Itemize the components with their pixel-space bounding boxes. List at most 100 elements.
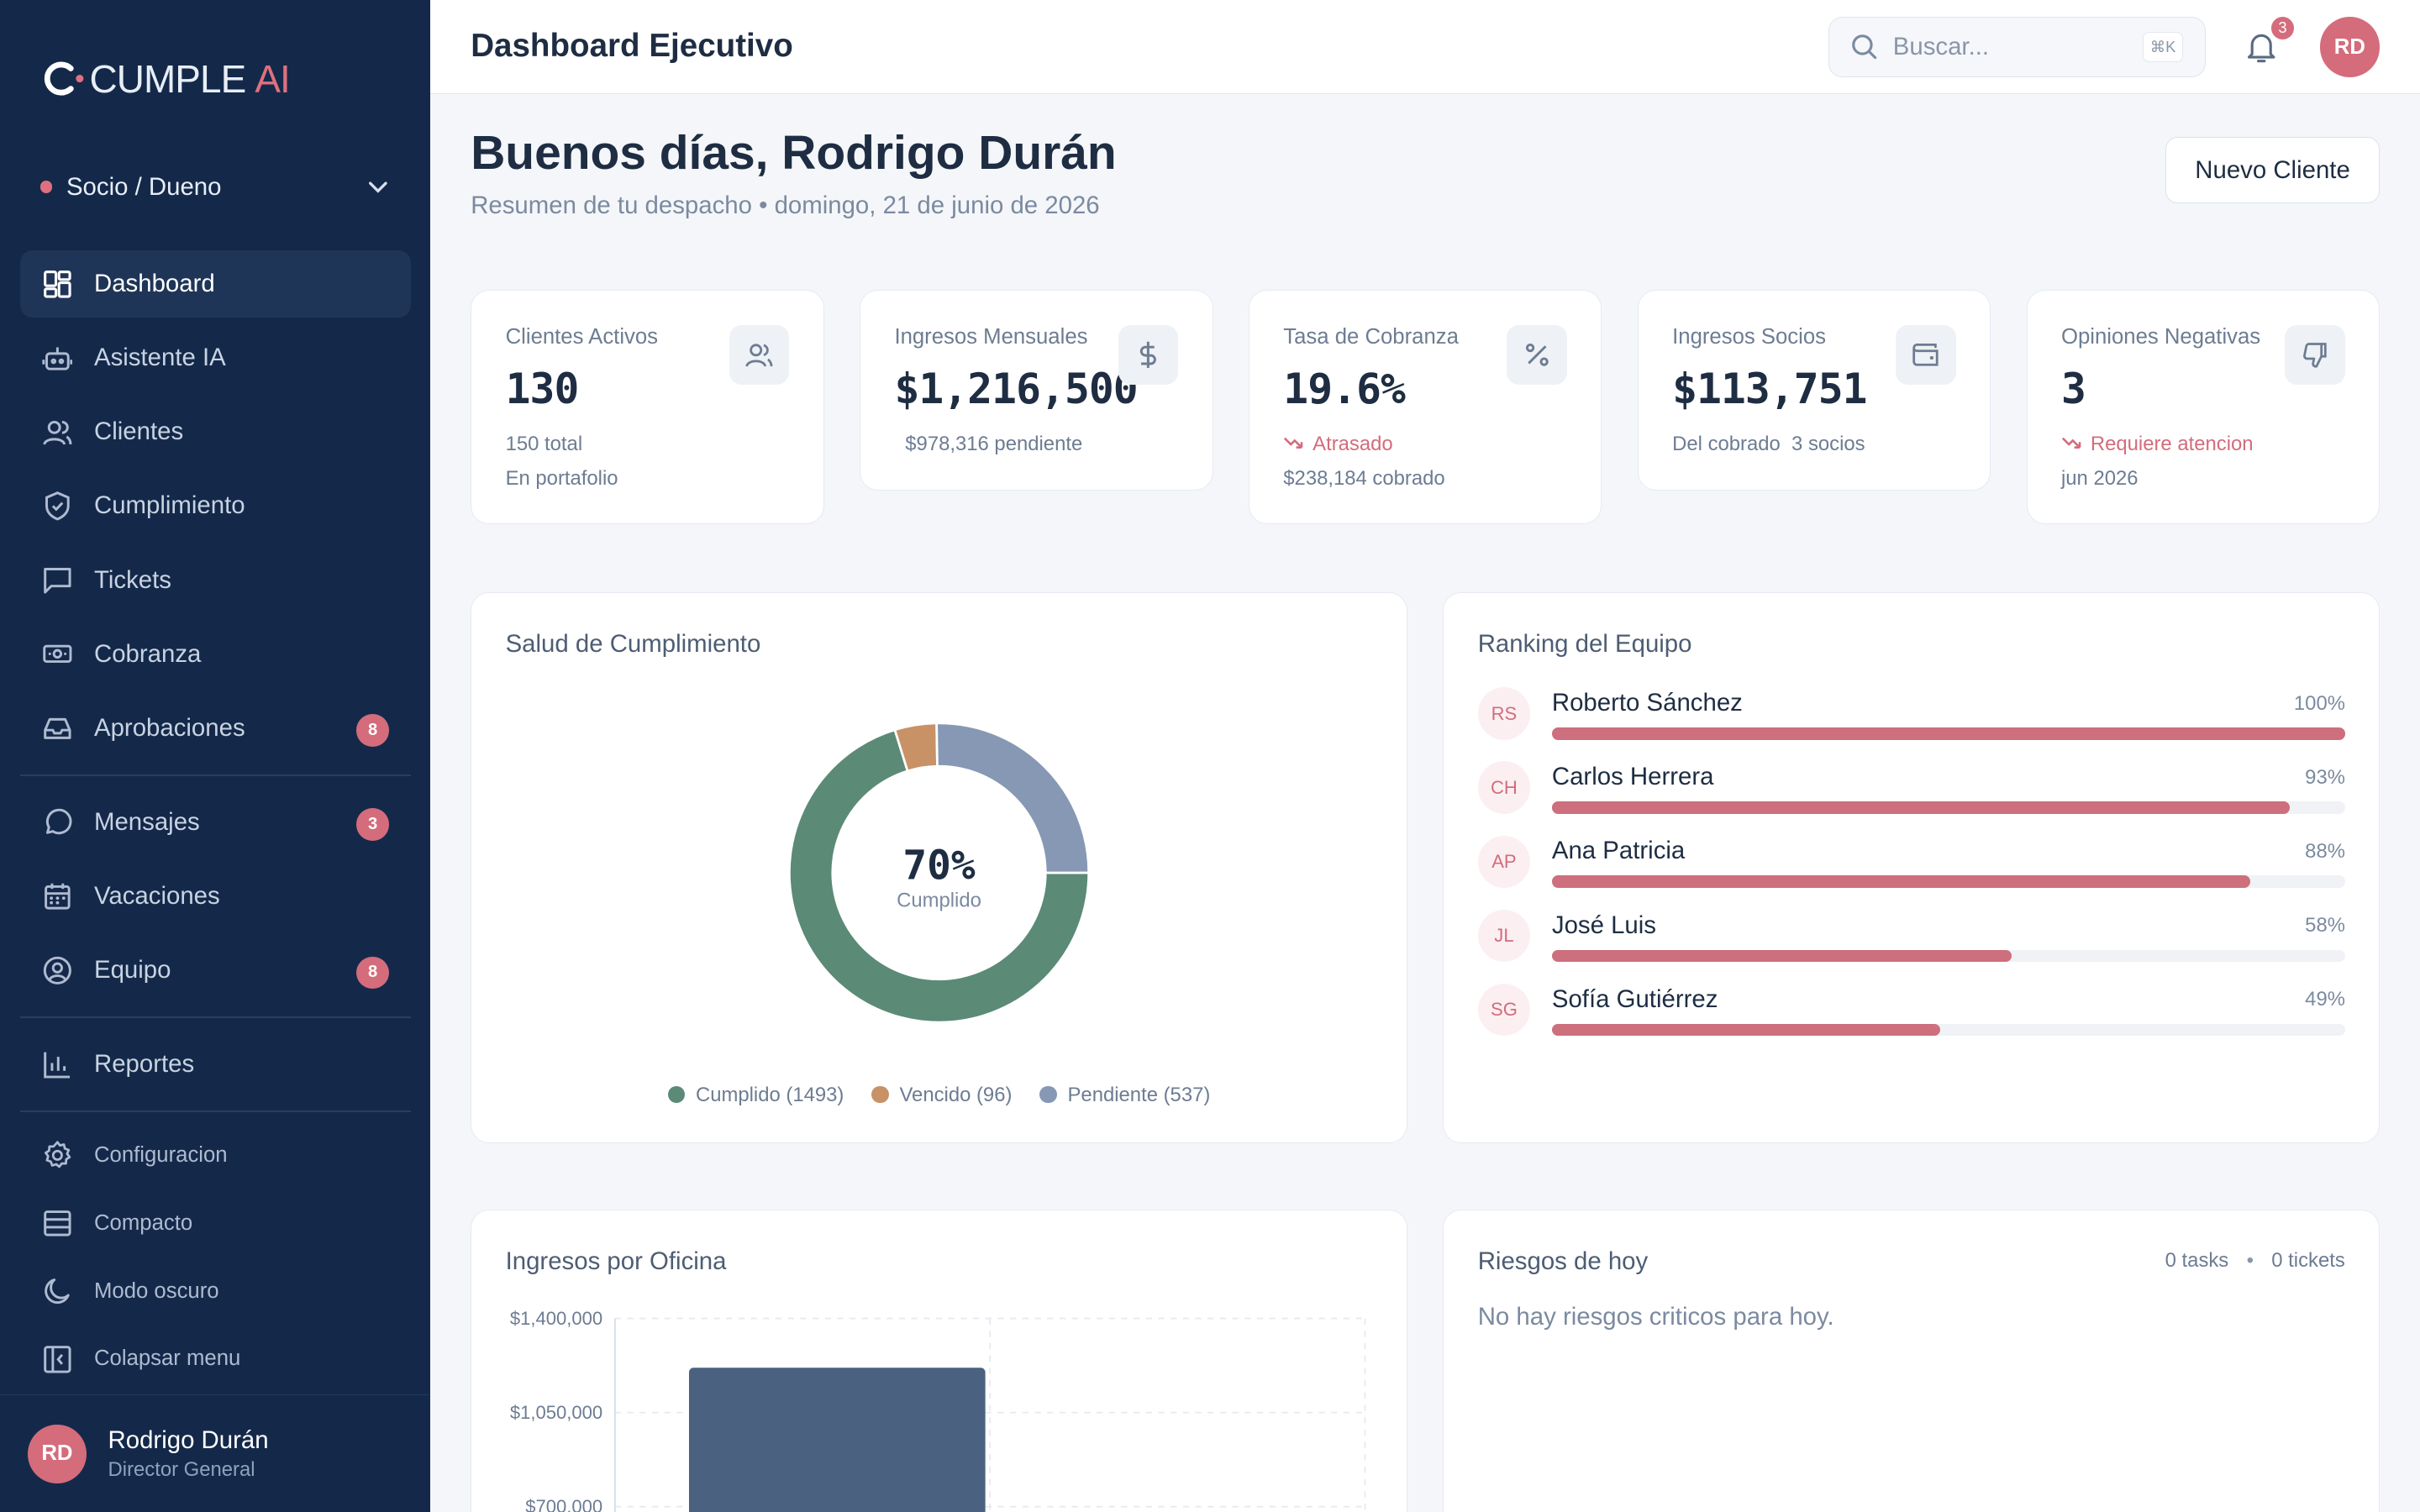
kpi-label: Opiniones Negativas [2060,324,2261,349]
percent-icon [1507,324,1568,386]
kpi-detail: jun 2026 [2060,466,2139,490]
avatar: AP [1477,835,1531,889]
ranking-row[interactable]: CH Carlos Herrera 93% [1477,761,2345,829]
kpi-detail: Del cobrado 3 socios [1672,433,1865,456]
bar-chart-icon [42,1049,73,1080]
sidebar-item-dashboard[interactable]: Dashboard [19,249,411,318]
progress-fill [1551,949,2012,963]
kpi-value: 130 [505,365,580,414]
logo[interactable]: CUMPLE AI [43,55,291,102]
thumbs-down-icon [2285,324,2345,386]
count-badge: 3 [356,808,389,841]
empty-state-text: No hay riesgos criticos para hoy. [1477,1303,1834,1331]
trending-down-icon [2061,437,2081,449]
progress-fill [1551,727,2345,740]
sidebar-item-label: Cobranza [94,639,202,668]
donut-slice-pendiente[interactable] [935,722,1091,874]
rows-icon [42,1208,73,1239]
chevron-down-icon [369,181,387,194]
sidebar-item-cumplimiento[interactable]: Cumplimiento [20,472,411,540]
risks-today-card: Riesgos de hoy 0 tasks • 0 tickets No ha… [1443,1209,2381,1512]
shield-check-icon [42,491,73,522]
sidebar-item-clientes[interactable]: Clientes [20,398,411,466]
sidebar-item-aprobaciones[interactable]: Aprobaciones 8 [20,694,411,762]
search-input[interactable]: Buscar... ⌘K [1828,17,2206,77]
bar[interactable] [689,1368,986,1512]
card-title: Salud de Cumplimiento [505,630,761,659]
search-placeholder: Buscar... [1892,33,1990,61]
kpi-card-opiniones-negativas[interactable]: Opiniones Negativas 3 Requiere atencion … [2026,290,2381,525]
sidebar-collapse-icon [42,1344,73,1375]
settings-nav: Configuracion Compacto Modo oscuro Colap… [20,1125,411,1390]
logo-icon [45,61,84,96]
card-title: Riesgos de hoy [1477,1247,1649,1276]
kpi-trend: Requiere atencion [2061,433,2254,456]
keyboard-shortcut: ⌘K [2143,31,2183,63]
dashboard-icon [42,269,73,300]
progress-track [1551,1023,2345,1037]
kpi-trend: Atrasado [1283,433,1393,456]
sidebar-item-label: Dashboard [94,269,215,297]
office-income-bar-chart: $1,400,000 $1,050,000 $700,000 [510,1308,1366,1512]
legend-swatch [667,1085,686,1104]
wallet-icon [1896,324,1956,386]
y-tick-label: $1,400,000 [510,1308,602,1329]
count-badge: 8 [356,956,389,990]
sidebar-item-configuracion[interactable]: Configuracion [20,1125,411,1186]
kpi-card-tasa-cobranza[interactable]: Tasa de Cobranza 19.6% Atrasado $238,184… [1248,290,1602,525]
kpi-label: Clientes Activos [505,324,659,349]
progress-track [1551,801,2345,814]
user-profile[interactable]: RD Rodrigo Durán Director General [0,1394,431,1512]
member-percent: 58% [2305,914,2345,937]
sidebar-item-label: Tickets [94,565,171,594]
user-circle-icon [42,955,73,986]
kpi-card-clientes-activos[interactable]: Clientes Activos 130 150 total En portaf… [471,290,824,525]
ranking-row[interactable]: AP Ana Patricia 88% [1477,835,2345,904]
tasks-count: 0 tasks [2165,1248,2229,1272]
progress-fill [1551,875,2250,889]
new-client-button[interactable]: Nuevo Cliente [2165,137,2381,204]
sidebar-item-label: Aprobaciones [94,713,245,742]
ranking-row[interactable]: SG Sofía Gutiérrez 49% [1477,983,2345,1052]
kpi-detail: $978,316 pendiente [905,433,1083,456]
kpi-detail: $238,184 cobrado [1283,466,1445,490]
sidebar-nav: Dashboard Asistente IA Clientes Cumplimi… [19,249,411,1396]
sidebar-item-modo-oscuro[interactable]: Modo oscuro [20,1260,411,1321]
sidebar-item-compacto[interactable]: Compacto [20,1193,411,1254]
role-selector[interactable]: Socio / Dueno [39,173,389,202]
greeting-subtitle: Resumen de tu despacho • domingo, 21 de … [471,191,1100,219]
sidebar-item-reportes[interactable]: Reportes [20,1031,411,1099]
donut-slice-cumplido[interactable] [788,727,1091,1024]
risk-counts: 0 tasks • 0 tickets [2165,1249,2345,1273]
notifications-button[interactable]: 3 [2244,13,2296,63]
sidebar-item-label: Mensajes [94,807,200,836]
sidebar-item-colapsar-menu[interactable]: Colapsar menu [20,1328,411,1389]
sidebar-item-tickets[interactable]: Tickets [20,546,411,614]
calendar-icon [42,881,73,912]
kpi-card-ingresos-mensuales[interactable]: Ingresos Mensuales $1,216,500 $978,316 p… [860,290,1213,491]
avatar[interactable]: RD [2319,17,2381,77]
sidebar-item-equipo[interactable]: Equipo 8 [20,937,411,1005]
role-dot [39,181,53,194]
ranking-row[interactable]: JL José Luis 58% [1477,909,2345,978]
tickets-count: 0 tickets [2271,1248,2345,1272]
kpi-card-ingresos-socios[interactable]: Ingresos Socios $113,751 Del cobrado 3 s… [1637,290,1991,491]
gear-icon [42,1140,73,1171]
ranking-row[interactable]: RS Roberto Sánchez 100% [1477,687,2345,755]
avatar: RD [28,1424,87,1483]
sidebar-item-vacaciones[interactable]: Vacaciones [20,863,411,931]
kpi-detail: 150 total [505,433,583,456]
sidebar-item-asistente-ia[interactable]: Asistente IA [20,324,411,392]
office-income-card: Ingresos por Oficina $1,400,000 $1,050,00… [471,1209,1408,1512]
bell-icon [2247,34,2275,63]
member-name: Roberto Sánchez [1551,689,1743,717]
users-icon [42,417,73,448]
sidebar-item-cobranza[interactable]: Cobranza [20,620,411,688]
avatar: RS [1477,687,1531,740]
message-square-icon [42,564,73,596]
topbar: Dashboard Ejecutivo Buscar... ⌘K 3 RD [430,0,2420,95]
sidebar: CUMPLE AI Socio / Dueno Dashboard Asisten… [0,0,431,1512]
user-name: Rodrigo Durán [108,1425,269,1454]
sidebar-item-mensajes[interactable]: Mensajes 3 [20,788,411,856]
